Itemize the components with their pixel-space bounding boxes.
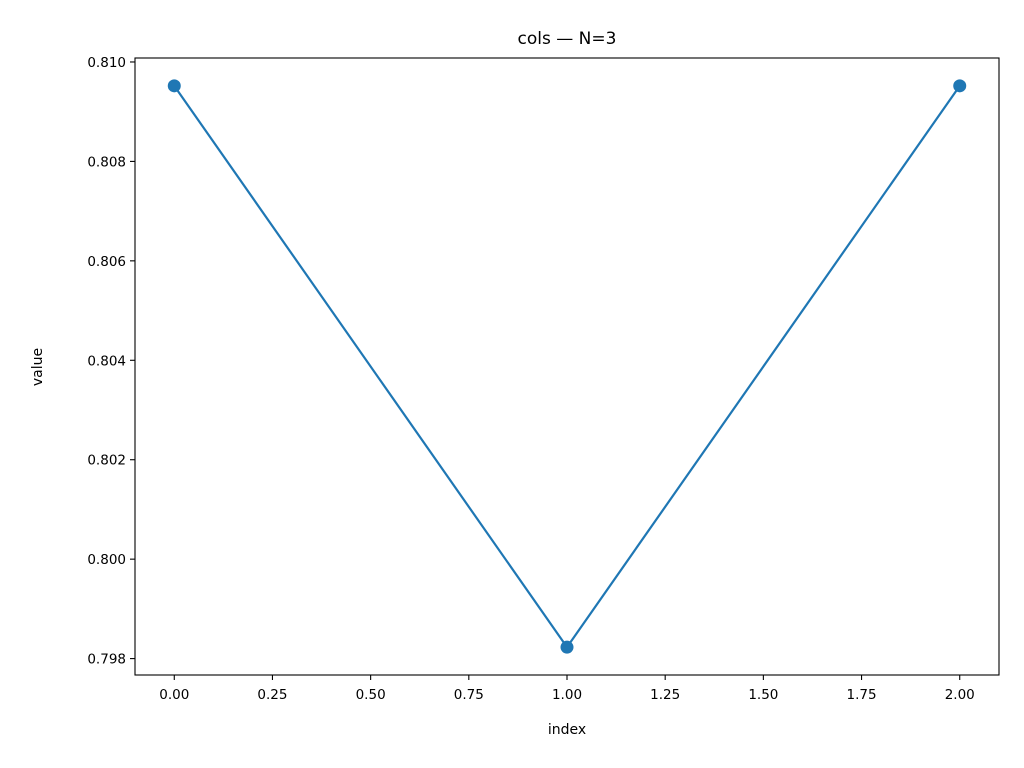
- data-point: [560, 640, 574, 654]
- data-point: [167, 79, 181, 93]
- x-tick-label: 1.75: [847, 687, 877, 703]
- x-tick-label: 1.25: [650, 687, 680, 703]
- y-tick-label: 0.798: [87, 652, 126, 668]
- x-tick-label: 1.50: [748, 687, 778, 703]
- x-tick-label: 0.25: [257, 687, 287, 703]
- plot-area: [134, 57, 1000, 676]
- y-tick-label: 0.802: [87, 453, 126, 469]
- y-tick-label: 0.806: [87, 254, 126, 270]
- y-tick-label: 0.804: [87, 353, 126, 369]
- y-tick-label: 0.810: [87, 55, 126, 71]
- data-point: [953, 79, 967, 93]
- y-tick-label: 0.808: [87, 154, 126, 170]
- x-tick-label: 2.00: [945, 687, 975, 703]
- y-tick-label: 0.800: [87, 552, 126, 568]
- x-tick-label: 0.00: [159, 687, 189, 703]
- x-tick-label: 0.75: [454, 687, 484, 703]
- x-axis-ticks: 0.00 0.25 0.50 0.75 1.00 1.25 1.50 1.75 2.00: [159, 675, 975, 703]
- x-tick-label: 1.00: [552, 687, 582, 703]
- y-axis-ticks: 0.798 0.800 0.802 0.804 0.806 0.808 0.810: [87, 55, 135, 668]
- x-tick-label: 0.50: [356, 687, 386, 703]
- x-axis-label: index: [548, 722, 586, 738]
- chart-title: cols — N=3: [518, 29, 617, 49]
- y-axis-label: value: [30, 348, 46, 386]
